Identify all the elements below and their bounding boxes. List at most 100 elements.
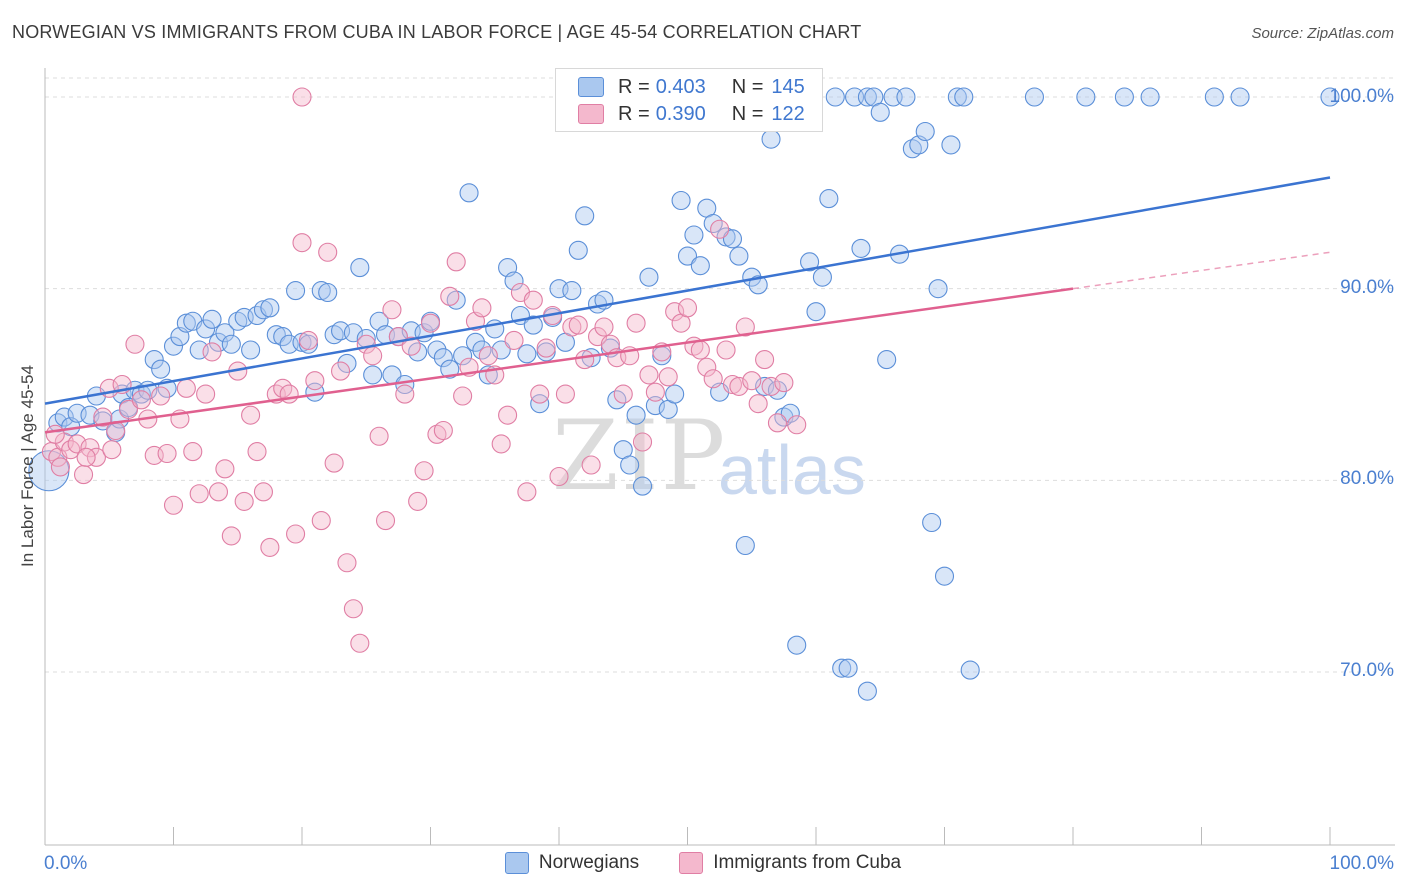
data-point bbox=[363, 346, 383, 366]
data-point bbox=[176, 378, 196, 398]
data-point bbox=[350, 258, 370, 278]
data-point bbox=[491, 434, 511, 454]
data-point bbox=[131, 390, 151, 410]
legend-row-cuba: R = 0.390 N = 122 bbox=[578, 102, 805, 126]
data-point bbox=[684, 225, 704, 245]
data-point bbox=[896, 87, 916, 107]
data-point bbox=[755, 350, 775, 370]
data-point bbox=[125, 334, 145, 354]
data-point bbox=[311, 281, 331, 301]
data-point bbox=[253, 300, 274, 320]
data-point bbox=[632, 476, 653, 496]
axes bbox=[44, 68, 1395, 846]
cuba-trend-line bbox=[44, 287, 1074, 434]
data-point bbox=[941, 135, 961, 155]
data-point bbox=[530, 384, 550, 404]
data-point bbox=[832, 658, 852, 678]
y-tick-70: 70.0% bbox=[1340, 660, 1394, 681]
data-point bbox=[337, 553, 357, 573]
data-point bbox=[697, 357, 717, 377]
pink-swatch-icon bbox=[679, 852, 704, 874]
data-point bbox=[825, 87, 845, 107]
legend-n-label: N = bbox=[731, 75, 764, 98]
data-point bbox=[722, 229, 743, 249]
legend-r-label: R = bbox=[618, 102, 650, 125]
data-point bbox=[260, 298, 280, 318]
data-point bbox=[189, 484, 209, 504]
data-point bbox=[960, 660, 980, 680]
y-axis-label: In Labor Force | Age 45-54 bbox=[18, 365, 37, 567]
legend-n-label: N = bbox=[731, 102, 764, 125]
data-point bbox=[196, 384, 216, 404]
data-point bbox=[337, 353, 357, 373]
data-point bbox=[851, 238, 871, 258]
data-point bbox=[800, 252, 820, 272]
data-point bbox=[934, 566, 955, 586]
data-point bbox=[453, 346, 473, 366]
data-point bbox=[806, 302, 826, 322]
data-point bbox=[761, 129, 781, 149]
data-point bbox=[375, 511, 396, 531]
data-point bbox=[433, 348, 453, 368]
data-point bbox=[575, 350, 595, 370]
data-point bbox=[54, 407, 74, 427]
data-point bbox=[292, 332, 312, 352]
stats-legend: R = 0.403 N = 145 R = 0.390 N = 122 bbox=[555, 68, 823, 132]
data-point bbox=[594, 317, 614, 337]
data-point bbox=[208, 482, 229, 502]
data-point bbox=[748, 275, 768, 295]
data-point bbox=[408, 491, 428, 511]
data-point bbox=[504, 271, 524, 291]
data-point bbox=[343, 599, 363, 619]
data-point bbox=[812, 267, 832, 287]
data-point bbox=[80, 438, 100, 458]
data-point bbox=[870, 102, 890, 122]
legend-r-label: R = bbox=[618, 75, 650, 98]
data-point bbox=[453, 386, 473, 406]
blue-swatch-icon bbox=[504, 852, 529, 874]
data-point bbox=[292, 233, 312, 253]
legend-item-norwegians: Norwegians bbox=[504, 852, 640, 874]
data-point bbox=[414, 461, 434, 481]
legend-n-value: 122 bbox=[771, 102, 805, 125]
pink-swatch-icon bbox=[578, 104, 604, 124]
legend-r-value: 0.403 bbox=[655, 75, 706, 98]
data-point bbox=[260, 537, 280, 557]
data-point bbox=[163, 336, 184, 356]
data-point bbox=[286, 524, 306, 544]
data-point bbox=[465, 332, 486, 352]
watermark-zip: ZIP bbox=[552, 400, 728, 512]
y-tick-80: 80.0% bbox=[1340, 468, 1394, 489]
norwegians-trend-line bbox=[44, 176, 1331, 405]
data-point bbox=[234, 491, 254, 511]
data-point bbox=[690, 340, 710, 360]
data-point bbox=[221, 526, 241, 546]
x-tick-100: 100.0% bbox=[1329, 853, 1394, 874]
data-point bbox=[298, 330, 318, 350]
legend-row-norwegians: R = 0.403 N = 145 bbox=[578, 75, 805, 99]
data-point bbox=[151, 359, 171, 379]
data-point bbox=[613, 384, 633, 404]
data-point bbox=[247, 442, 267, 462]
data-point bbox=[253, 482, 274, 502]
data-point bbox=[690, 256, 710, 276]
data-point bbox=[118, 399, 139, 419]
data-point bbox=[478, 346, 498, 366]
data-point bbox=[748, 394, 768, 414]
data-point bbox=[722, 374, 743, 395]
data-point bbox=[716, 227, 736, 247]
data-point bbox=[440, 359, 460, 379]
data-point bbox=[292, 87, 312, 107]
data-point bbox=[761, 376, 781, 396]
data-point bbox=[562, 317, 582, 337]
data-point bbox=[716, 340, 736, 360]
data-point bbox=[491, 340, 511, 360]
data-point bbox=[45, 424, 65, 444]
source-label: Source: ZipAtlas.com bbox=[1251, 25, 1394, 42]
data-point bbox=[530, 394, 550, 414]
legend-label-norwegians: Norwegians bbox=[538, 852, 640, 873]
data-point bbox=[241, 405, 261, 425]
data-point bbox=[1204, 87, 1224, 107]
legend-item-cuba: Immigrants from Cuba bbox=[679, 852, 901, 874]
data-point bbox=[677, 298, 698, 318]
